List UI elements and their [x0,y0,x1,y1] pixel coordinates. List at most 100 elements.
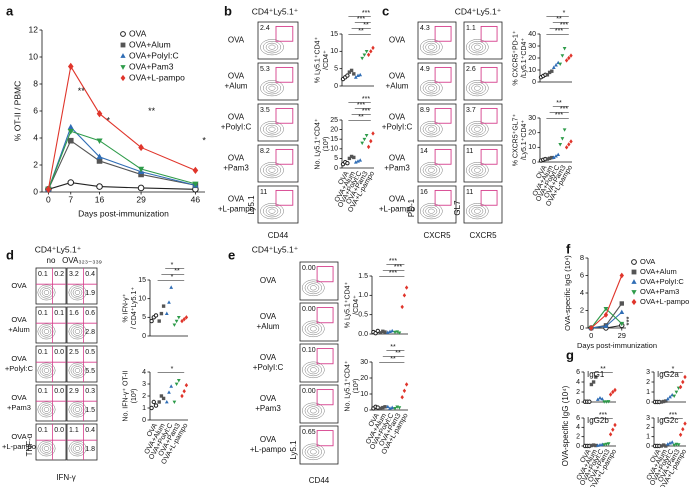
contour [425,42,438,52]
marker [606,442,611,446]
annotation: ** [358,28,364,35]
marker [172,400,177,405]
contour [425,83,438,93]
marker [383,330,387,334]
y-tick-label: 1 [142,405,146,412]
marker [562,47,567,51]
marker [182,388,186,394]
row-label: +Pam3 [223,164,249,173]
contour [268,85,276,91]
row-label: +Pam3 [7,403,31,412]
marker [588,325,594,331]
gate-value: 3.7 [466,107,476,114]
marker [665,396,670,401]
y-tick-label: 10 [330,146,338,153]
y-tick-label: 30 [528,43,536,50]
y-tick-label: 6 [576,369,580,376]
contour [428,208,435,214]
y-tick-label: 2 [646,424,650,431]
y-tick-label: 20 [528,55,536,62]
marker [600,442,605,446]
marker [619,309,625,315]
annotation: *** [362,108,370,115]
y-tick-label: 10 [138,296,146,303]
marker [45,185,52,193]
contour [70,325,85,338]
marker [556,152,561,157]
contour [43,407,50,412]
marker [664,399,668,403]
contour [37,401,56,418]
gate-value: 0.1 [38,427,48,434]
y-tick-label: 6 [33,105,38,115]
contour [468,163,486,177]
gate-value: 0.00 [302,265,316,272]
flow-column-header: OVA₃₂₃₋₃₃₉ [62,256,102,265]
legend-label: OVA+Pam3 [129,61,174,71]
contour [468,204,486,218]
legend-label: OVA [640,257,655,266]
row-label: OVA [228,113,245,122]
gate [275,66,294,83]
marker [668,394,672,399]
marker [598,395,602,400]
marker [631,269,637,275]
contour [310,449,317,455]
row-label: +Alum [386,82,409,91]
y-tick-label: 0 [334,165,338,172]
marker [353,75,358,79]
gate-value: 0.5 [85,349,95,356]
contour [307,283,320,293]
chart-title: IgG2c [657,416,678,425]
gate-value: 1.5 [85,407,95,414]
marker [385,404,390,409]
contour [37,323,56,340]
marker [587,399,592,404]
marker [358,72,363,77]
gate-value: 5.3 [260,66,270,73]
contour [70,403,85,416]
gate-value: 0.1 [38,271,48,278]
gate-value: 0.1 [54,310,64,317]
gate-value: 2.4 [260,25,270,32]
gate [434,107,452,124]
marker [595,397,600,401]
legend-label: OVA [129,28,147,38]
marker [67,62,74,71]
marker [159,394,164,398]
gate-value: 4.9 [420,66,430,73]
marker [371,45,375,51]
marker [172,323,177,327]
y-tick-label: 1.0 [358,292,368,299]
row-label: +Alum [8,325,29,334]
row-label: OVA [11,354,26,363]
annotation: ** [556,16,562,23]
gate [480,66,498,83]
contour [422,163,440,177]
marker [67,137,74,144]
y-axis-label: (10³) [323,137,330,152]
gate-value: 2.6 [466,66,476,73]
annotation: * [672,366,675,373]
legend-label: OVA+PolyI:C [129,50,179,60]
contour [68,401,87,418]
marker [400,394,404,400]
marker [393,407,397,411]
contour [265,206,279,216]
contour [39,442,54,455]
legend-label: OVA+L-pampo [640,297,689,306]
contour [68,362,87,379]
y-tick-label: 0 [142,417,146,424]
marker [562,128,567,132]
marker [400,304,404,310]
y-tick-label: 2 [576,434,580,441]
contour [471,83,484,93]
gate [316,266,334,283]
contour [420,121,443,138]
row-label: OVA [260,394,277,403]
legend-label: OVA+Alum [640,267,677,276]
contour [474,85,481,91]
gate-value: 5.5 [85,368,95,375]
contour [39,403,54,416]
